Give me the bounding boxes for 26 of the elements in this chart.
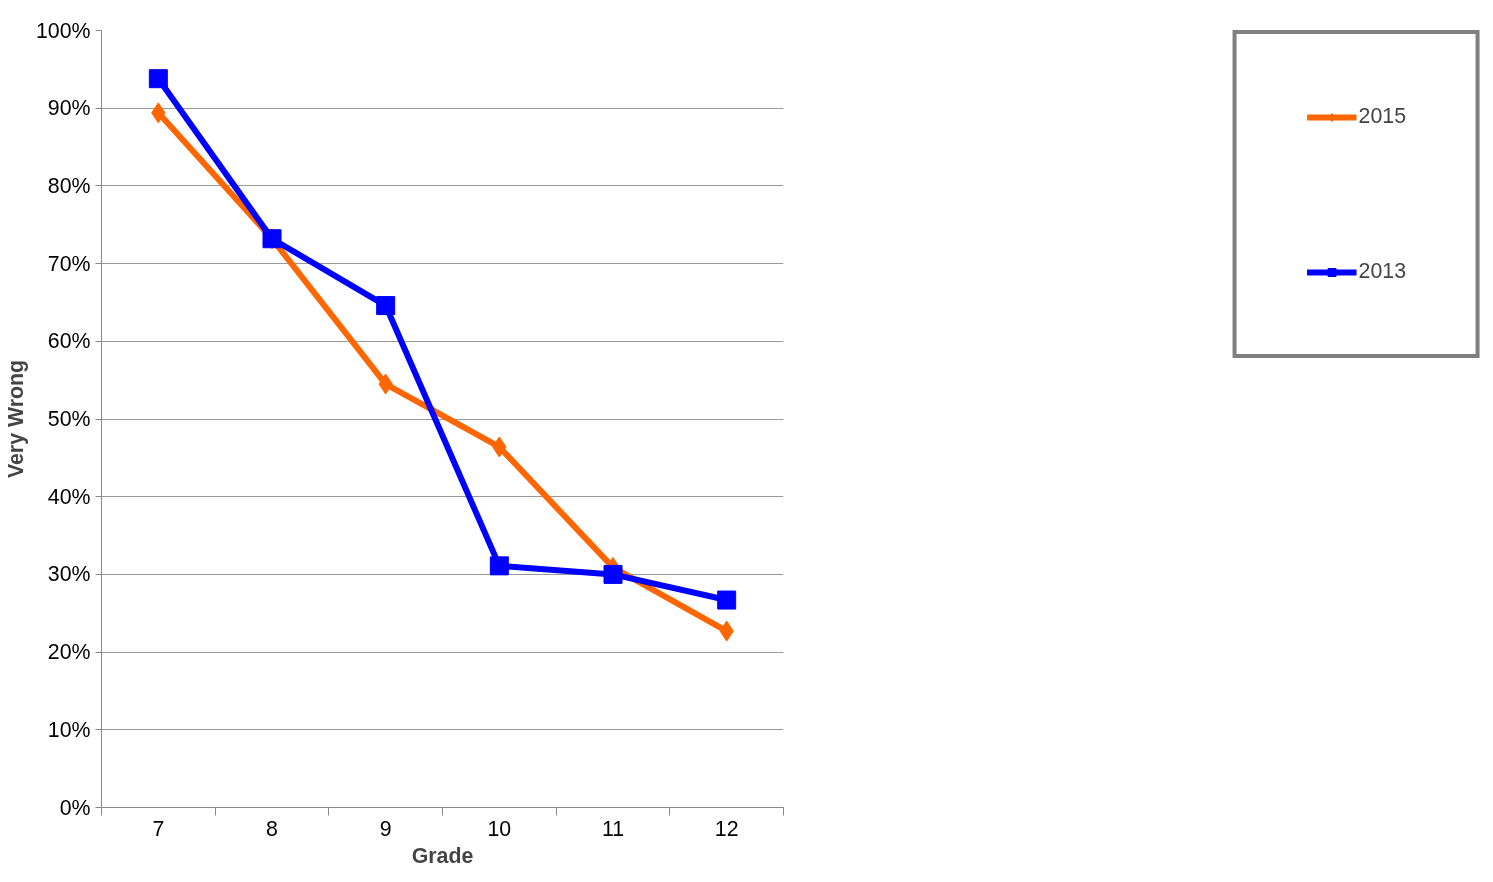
y-tick-label: 50% xyxy=(47,407,91,431)
y-tick-label: 100% xyxy=(35,18,91,43)
y-tick-label: 80% xyxy=(47,173,91,198)
y-axis-title: Very Wrong xyxy=(3,359,28,479)
point xyxy=(603,564,623,584)
y-tick-label: 0% xyxy=(59,795,91,820)
x-tick-label: 9 xyxy=(379,816,392,841)
x-tick-label: 12 xyxy=(714,816,739,841)
x-tick-label: 11 xyxy=(601,816,625,841)
y-tick-label: 30% xyxy=(47,562,91,587)
y-tick-label: 70% xyxy=(47,251,91,276)
x-tick-label: 8 xyxy=(266,816,278,841)
point xyxy=(376,296,396,316)
x-tick-label: 10 xyxy=(487,816,512,841)
y-tick-label: 90% xyxy=(47,96,91,121)
y-tick-label: 60% xyxy=(47,329,91,354)
point xyxy=(148,69,168,89)
legend-label: 2013 xyxy=(1358,259,1406,284)
y-tick-label: 40% xyxy=(47,484,91,509)
y-tick-label: 20% xyxy=(47,640,91,665)
legend-label: 2015 xyxy=(1358,104,1406,129)
y-tick-label: 10% xyxy=(47,717,91,742)
point xyxy=(489,556,509,576)
x-axis-title: Grade xyxy=(411,843,474,868)
x-tick-label: 7 xyxy=(152,816,165,841)
point xyxy=(717,590,737,610)
